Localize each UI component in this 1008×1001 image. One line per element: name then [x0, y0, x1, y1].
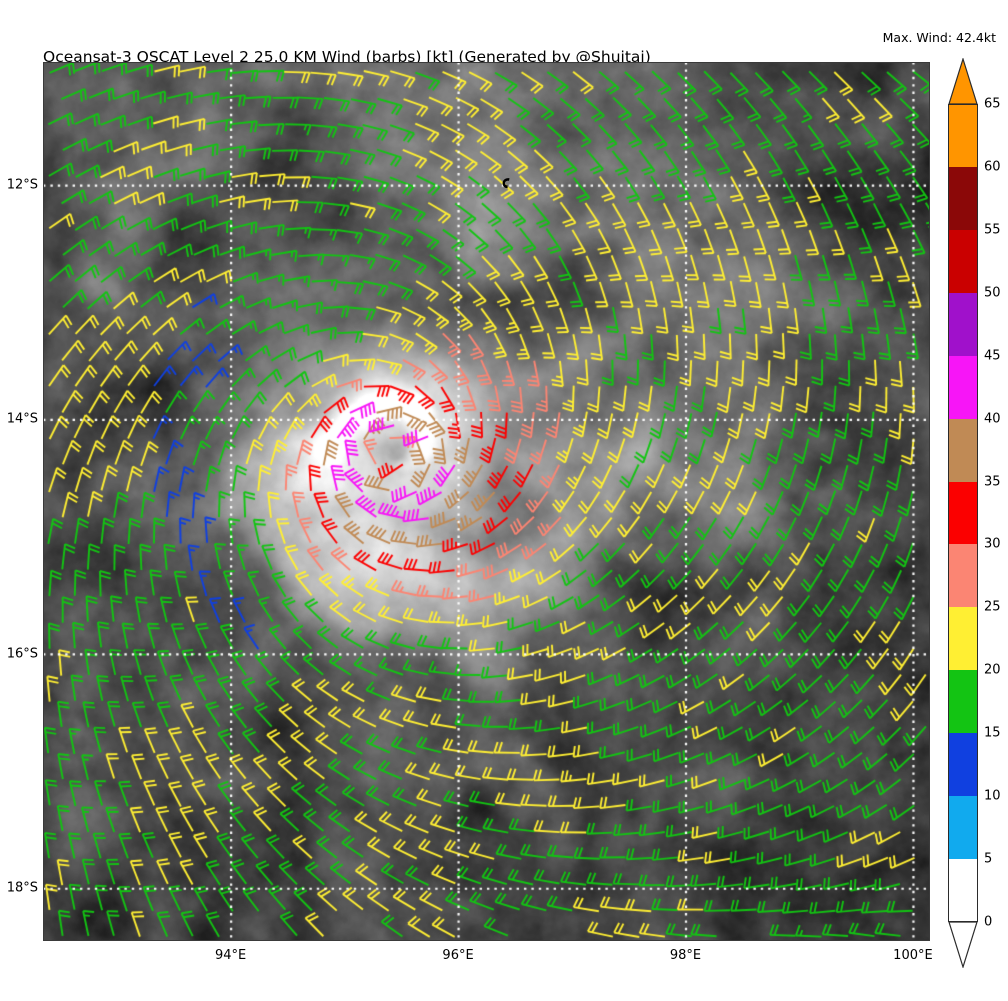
lat-tick-3: 18°S: [6, 880, 38, 896]
colorbar-segment-55-60: [948, 166, 978, 230]
colorbar-tick-10: 10: [984, 788, 1001, 804]
colorbar-segment-15-20: [948, 670, 978, 734]
colorbar-segment-45-50: [948, 292, 978, 356]
map-plot-area: [43, 62, 930, 941]
lat-tick-2: 16°S: [6, 646, 38, 662]
wind-speed-colorbar: [948, 104, 978, 922]
colorbar-tick-55: 55: [984, 222, 1001, 238]
colorbar-segment-25-30: [948, 544, 978, 608]
colorbar-tick-0: 0: [984, 914, 993, 930]
colorbar-under-arrow: [948, 921, 978, 968]
colorbar-over-arrow: [948, 58, 978, 105]
max-wind-label: Max. Wind: 42.4kt: [882, 30, 996, 45]
colorbar-segment-0-5: [948, 859, 978, 922]
colorbar-tick-45: 45: [984, 348, 1001, 364]
lon-tick-1: 96°E: [442, 948, 474, 963]
colorbar-segment-50-55: [948, 229, 978, 293]
colorbar-tick-40: 40: [984, 411, 1001, 427]
colorbar-segment-40-45: [948, 355, 978, 419]
colorbar-tick-60: 60: [984, 159, 1001, 175]
lon-tick-2: 98°E: [669, 948, 702, 963]
colorbar-tick-35: 35: [984, 474, 1001, 490]
lat-tick-0: 12°S: [6, 177, 38, 193]
lon-tick-0: 94°E: [214, 948, 247, 963]
colorbar-tick-25: 25: [984, 599, 1001, 615]
colorbar-tick-5: 5: [984, 851, 993, 867]
colorbar-segment-20-25: [948, 607, 978, 671]
colorbar-tick-65: 65: [984, 96, 1001, 112]
colorbar-segment-5-10: [948, 796, 978, 860]
colorbar-tick-50: 50: [984, 285, 1001, 301]
colorbar-tick-20: 20: [984, 662, 1001, 678]
title-line-1: Oceansat-3 OSCAT Level 2 25.0 KM Wind (b…: [43, 48, 651, 66]
lat-tick-1: 14°S: [6, 411, 38, 427]
colorbar-segment-30-35: [948, 481, 978, 545]
colorbar-tick-30: 30: [984, 536, 1001, 552]
colorbar-segment-60-65: [948, 104, 978, 167]
colorbar-segment-10-15: [948, 733, 978, 797]
colorbar-segment-35-40: [948, 418, 978, 482]
colorbar-tick-15: 15: [984, 725, 1001, 741]
lon-tick-3: 100°E: [893, 948, 933, 963]
lat-lon-gridlines: [43, 62, 930, 941]
